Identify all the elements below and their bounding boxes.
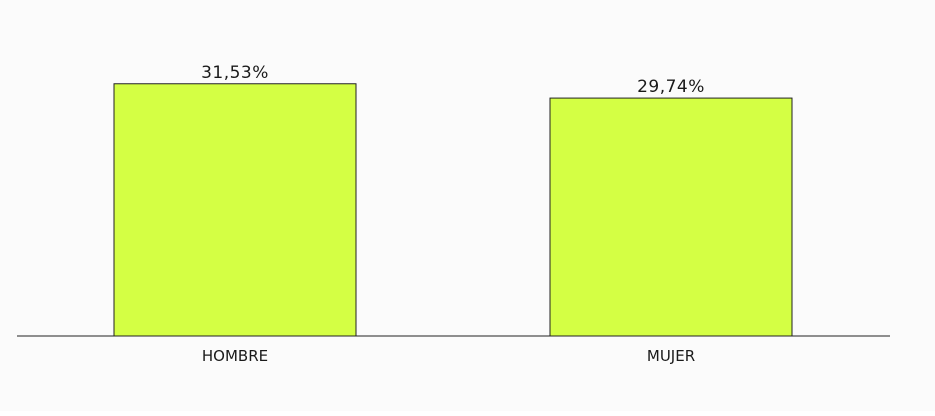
bars-group	[113, 83, 793, 337]
data-label-mujer: 29,74%	[637, 77, 705, 97]
data-labels-group: 31,53% 29,74%	[201, 63, 705, 97]
category-labels-group: HOMBRE MUJER	[202, 347, 695, 365]
bar-hombre	[113, 83, 357, 337]
x-tick-label-mujer: MUJER	[647, 347, 695, 365]
x-tick-label-hombre: HOMBRE	[202, 347, 268, 365]
bar-mujer	[549, 97, 793, 337]
data-label-hombre: 31,53%	[201, 63, 269, 83]
